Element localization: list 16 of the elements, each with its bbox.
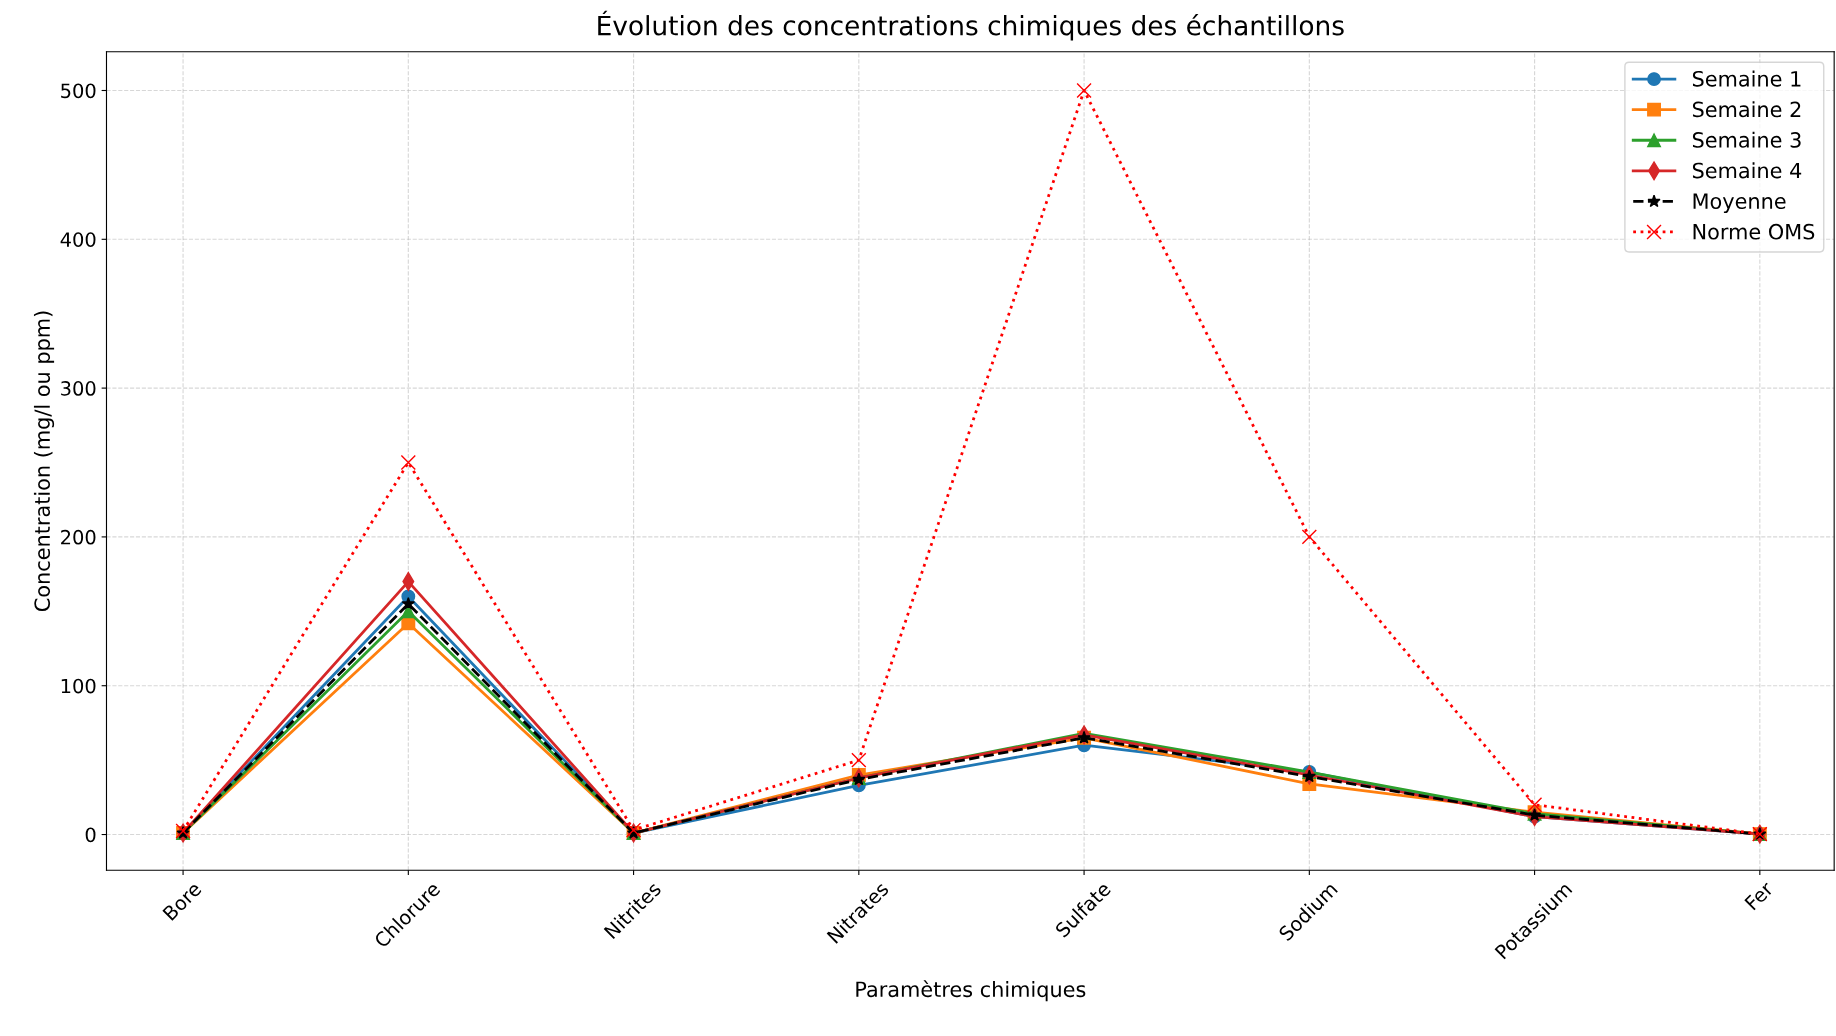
y-tick-label: 200 [61, 529, 96, 545]
y-tick-label: 0 [85, 827, 96, 843]
y-axis-title: Concentration (mg/l ou ppm) [33, 311, 55, 612]
legend-label: Semaine 3 [1692, 131, 1801, 148]
y-tick-label: 400 [60, 232, 96, 247]
legend-label: Semaine 4 [1692, 162, 1802, 179]
legend-label: Norme OMS [1693, 223, 1815, 240]
y-tick-label: 100 [61, 678, 96, 694]
y-tick-label: 300 [61, 381, 96, 396]
legend-label: Semaine 1 [1692, 70, 1801, 87]
x-tick-label: Fer [1744, 880, 1775, 911]
y-tick-label: 500 [61, 83, 96, 99]
x-axis-title: Paramètres chimiques [856, 980, 1086, 1002]
chart-title: Évolution des concentrations chimiques des échantillons [598, 10, 1344, 41]
legend-label: Moyenne [1693, 193, 1786, 214]
legend-label: Semaine 2 [1692, 101, 1801, 118]
